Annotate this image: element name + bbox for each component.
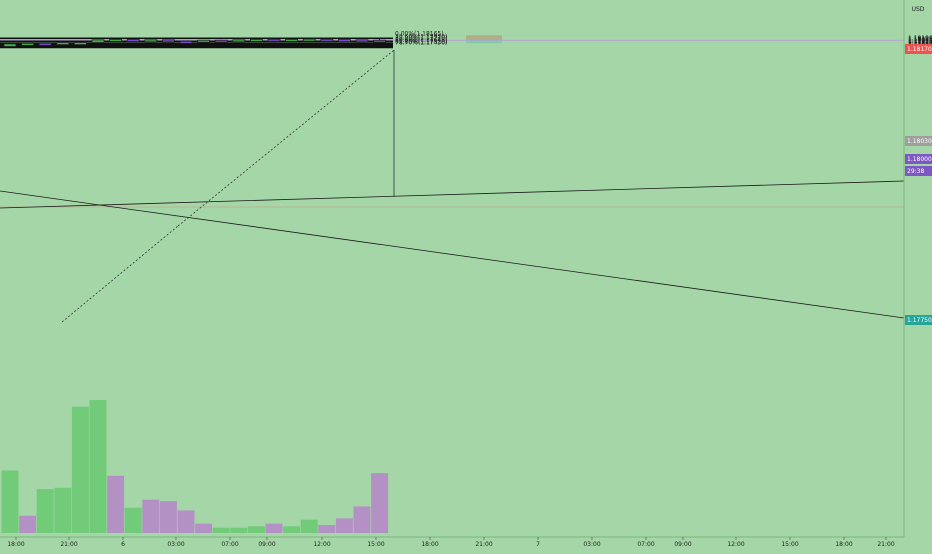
fib-level-label: 23.60%(1.17920) [395,33,447,40]
position-target-zone[interactable] [466,35,502,40]
fib-level-label: 38.20%(1.17770) [395,35,447,42]
price-tick-label: 1.17875 [908,39,932,46]
time-tick-label: 18:00 [835,541,852,548]
candle-body[interactable] [144,39,158,43]
candle-body[interactable] [355,39,369,43]
fib-connector [177,49,395,227]
volume-bar [36,489,54,533]
price-tick-label: 1.17810 [908,40,932,47]
price-tick-label: 1.18065 [908,37,932,44]
candle-body[interactable] [267,38,281,42]
position-stop-zone[interactable] [466,39,502,44]
price-tag[interactable] [905,136,932,146]
price-tag-label: 1.18000 [907,156,932,163]
price-tag-label: 1.17750 [907,317,932,324]
price-tick-label: 1.17750 [908,40,932,47]
time-tick-label: 15:00 [367,541,384,548]
candle-body[interactable] [179,40,193,44]
currency-label: USD [912,6,925,13]
candle-body[interactable] [56,42,70,45]
price-axis[interactable] [904,0,932,550]
volume-bar [124,507,142,533]
candle-body[interactable] [126,39,140,42]
time-tick-label: 09:00 [258,541,275,548]
volume-bar [89,400,107,533]
candle-body[interactable] [38,42,52,46]
fib-level-label: 0.00%(1.18165) [395,30,444,37]
fib-connector [61,225,179,323]
price-tag[interactable] [905,315,932,325]
volume-bar [107,475,125,533]
volume-bar [371,473,389,533]
volume-bar [283,526,301,533]
price-tag[interactable] [905,154,932,164]
time-tick-label: 03:00 [583,541,600,548]
volume-bar [1,470,19,533]
candle-body[interactable] [109,38,122,42]
candle-body[interactable] [285,38,299,42]
volume-bar [300,519,318,533]
volume-bar [335,518,353,533]
candle-body[interactable] [197,39,211,43]
price-tick-label: 1.17995 [908,37,932,44]
volume-bar [318,525,336,533]
volume-bar [212,527,230,533]
price-tag[interactable] [905,166,932,176]
time-tick-label: 12:00 [313,541,330,548]
candle-body[interactable] [91,39,105,43]
volume-bar [353,506,371,533]
volume-bar [177,510,195,533]
time-tick-label: 21:00 [877,541,894,548]
volume-bar [195,523,213,533]
time-tick-label: 15:00 [781,541,798,548]
time-tick-label: 07:00 [221,541,238,548]
time-tick-label: 09:00 [674,541,691,548]
trend-line-down[interactable] [0,190,905,319]
price-tick-label: 1.17935 [908,38,932,45]
candle-body[interactable] [302,38,316,42]
time-tick-label: 07:00 [637,541,654,548]
volume-bar [142,499,160,533]
time-tick-label: 18:00 [421,541,438,548]
time-tick-label: 7 [536,541,540,548]
volume-bar [247,526,265,533]
candle-body[interactable] [21,42,35,46]
time-tick-label: 6 [121,541,125,548]
price-tag-label: 1.18170 [907,46,932,53]
price-tag-label: 1.18030 [907,138,932,145]
time-tick-label: 12:00 [727,541,744,548]
fib-level-label: 78.70%(1.17430) [395,39,447,46]
fib-level-label: 50.00%(1.17645) [395,37,447,44]
volume-bar [71,406,89,533]
volume-bar [230,527,248,533]
candle-body[interactable] [232,39,246,43]
price-tick-label: 1.18190 [908,35,932,42]
time-axis[interactable] [0,537,904,550]
price-tag-label: 29:38 [907,168,924,175]
volume-bar [159,501,177,533]
fib-level-label: 61.80%(1.17520) [395,38,447,45]
candle-body[interactable] [373,39,387,43]
time-tick-label: 03:00 [167,541,184,548]
trend-line-up[interactable] [0,180,905,209]
candle-body[interactable] [3,43,17,47]
volume-bar [19,515,37,533]
time-tick-label: 21:00 [60,541,77,548]
candle-body[interactable] [337,39,351,43]
candle-body[interactable] [214,39,228,43]
time-tick-label: 21:00 [475,541,492,548]
candle-body[interactable] [320,38,334,42]
price-tag[interactable] [905,44,932,54]
volume-bar [54,487,72,533]
candle-body[interactable] [74,42,87,45]
volume-bar [265,523,283,533]
time-tick-label: 18:00 [7,541,24,548]
price-tick-label: 1.18125 [908,36,932,43]
candle-body[interactable] [161,39,175,43]
candle-body[interactable] [249,38,263,42]
